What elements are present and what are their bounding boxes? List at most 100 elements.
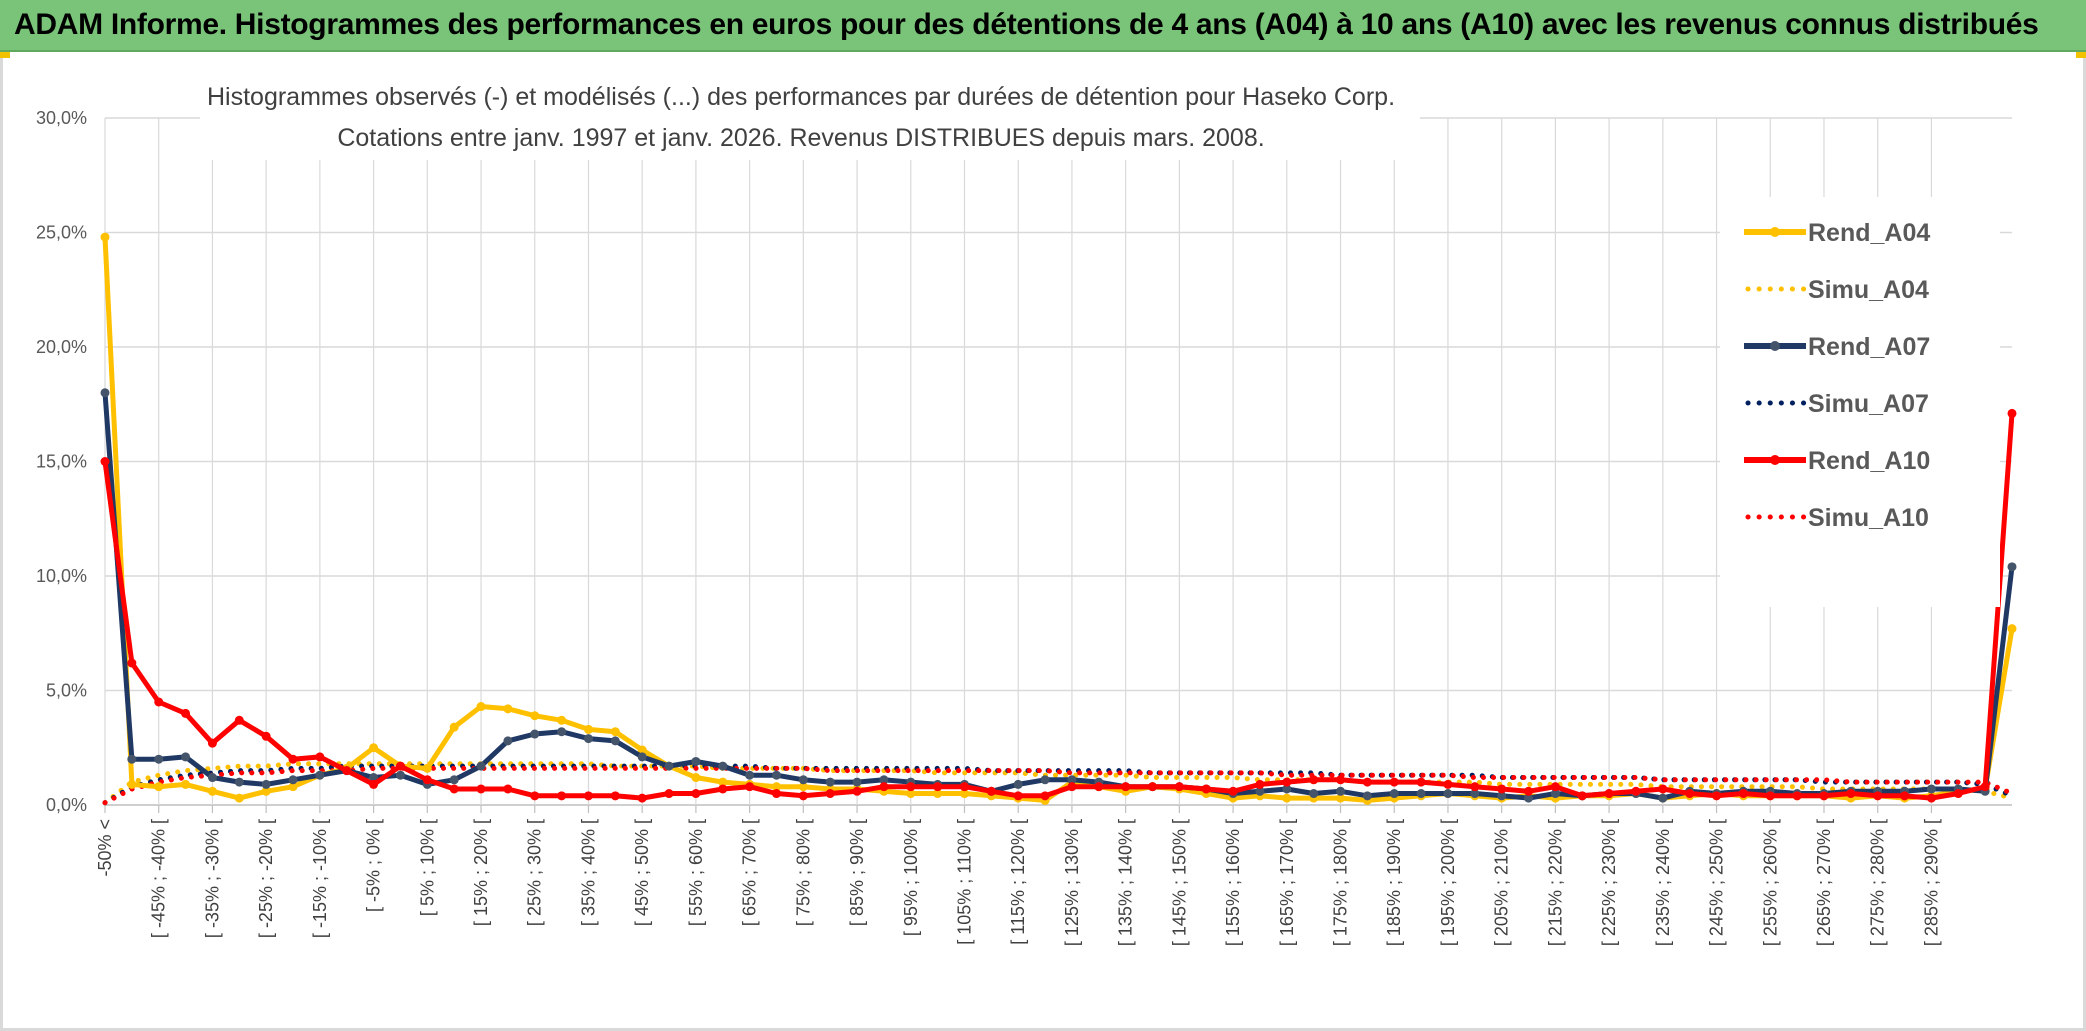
data-point (718, 777, 728, 787)
data-point (530, 711, 540, 721)
y-tick-label: 0,0% (46, 795, 87, 815)
data-point (852, 786, 862, 796)
data-point (557, 715, 567, 725)
data-point (530, 729, 540, 739)
x-tick-label: [ 145% ; 150% [ (1169, 819, 1189, 946)
data-point (1040, 775, 1050, 785)
data-point (154, 754, 164, 764)
data-point (503, 736, 513, 746)
data-point (583, 791, 593, 801)
data-point (100, 457, 110, 466)
x-tick-label: [ 135% ; 140% [ (1116, 819, 1136, 946)
data-point (1738, 789, 1748, 799)
data-point (181, 779, 191, 789)
legend-background (1720, 197, 2000, 607)
data-point (127, 779, 137, 789)
data-point (1443, 789, 1453, 799)
x-tick-label: [ 55% ; 60% [ (686, 819, 706, 926)
data-point (476, 784, 486, 794)
data-point (342, 766, 352, 776)
y-tick-label: 15,0% (36, 452, 87, 472)
data-point (557, 791, 567, 801)
data-point (261, 731, 271, 741)
x-tick-label: [ 255% ; 260% [ (1760, 819, 1780, 946)
data-point (1148, 782, 1158, 792)
x-tick-label: [ 195% ; 200% [ (1438, 819, 1458, 946)
data-point (852, 777, 862, 787)
data-point (1577, 791, 1587, 801)
data-point (261, 786, 271, 796)
data-point (771, 789, 781, 799)
data-point (2007, 562, 2017, 572)
data-point (1362, 791, 1372, 801)
data-point (315, 770, 325, 780)
legend: Rend_A04 Simu_A04 Rend_A07 Simu_A07 Rend_A10… (1744, 219, 1930, 532)
data-point (1040, 791, 1050, 801)
report-title: ADAM Informe. Histogrammes des performan… (14, 8, 2039, 41)
data-point (637, 745, 647, 755)
data-point (1309, 775, 1319, 785)
legend-label: Rend_A07 (1808, 333, 1930, 361)
x-tick-label: [ 115% ; 120% [ (1008, 819, 1028, 945)
data-point (771, 770, 781, 780)
x-tick-label: [ 215% ; 220% [ (1545, 819, 1565, 946)
data-point (933, 782, 943, 792)
x-tick-label: [ 105% ; 110% [ (954, 819, 974, 945)
data-point (422, 775, 432, 785)
data-point (1067, 775, 1077, 785)
data-point (1336, 775, 1346, 785)
data-point (154, 782, 164, 792)
corner-mark-left (0, 52, 10, 58)
data-point (369, 779, 379, 789)
data-point (476, 702, 486, 712)
data-point (100, 232, 110, 242)
data-point (745, 782, 755, 792)
legend-entry-rend-a10: Rend_A10 (1744, 447, 1930, 475)
data-point (879, 775, 889, 785)
data-point (1497, 791, 1507, 801)
data-point (557, 727, 567, 737)
data-point (637, 793, 647, 803)
data-point (691, 789, 701, 799)
chart-subtitle: Cotations entre janv. 1997 et janv. 2026… (337, 124, 1264, 152)
x-tick-label: [ 265% ; 270% [ (1814, 819, 1834, 946)
data-point (1389, 777, 1399, 787)
x-tick-label: [ 285% ; 290% [ (1921, 819, 1941, 946)
data-point (1926, 784, 1936, 794)
legend-entry-simu-a07: Simu_A07 (1745, 390, 1929, 418)
legend-label: Simu_A04 (1808, 276, 1929, 304)
data-point (288, 754, 298, 764)
legend-entry-rend-a04: Rend_A04 (1744, 219, 1930, 247)
data-point (476, 761, 486, 771)
data-point (234, 777, 244, 787)
x-tick-label: [ 245% ; 250% [ (1707, 819, 1727, 946)
data-point (503, 784, 513, 794)
y-tick-label: 5,0% (46, 681, 87, 701)
data-point (610, 791, 620, 801)
data-point (449, 775, 459, 785)
data-point (1550, 782, 1560, 792)
data-point (1443, 779, 1453, 789)
data-point (825, 777, 835, 787)
data-point (503, 704, 513, 714)
data-point (207, 773, 217, 783)
data-point (1174, 782, 1184, 792)
data-point (2007, 624, 2017, 634)
legend-label: Rend_A04 (1808, 219, 1930, 247)
legend-marker (1770, 455, 1780, 465)
data-point (369, 773, 379, 783)
data-point (100, 388, 110, 398)
x-tick-label: [ -45% ; -40% [ (149, 819, 169, 938)
x-tick-label: [ 95% ; 100% [ (901, 819, 921, 936)
data-point (1792, 791, 1802, 801)
data-point (1013, 779, 1023, 789)
series-lines (100, 232, 2017, 806)
data-point (959, 789, 969, 799)
data-point (1282, 793, 1292, 803)
data-point (610, 727, 620, 737)
data-point (1470, 789, 1480, 799)
data-point (1873, 791, 1883, 801)
legend-label: Rend_A10 (1808, 447, 1930, 475)
chart-title-background (200, 80, 1420, 160)
data-point (1658, 793, 1668, 803)
